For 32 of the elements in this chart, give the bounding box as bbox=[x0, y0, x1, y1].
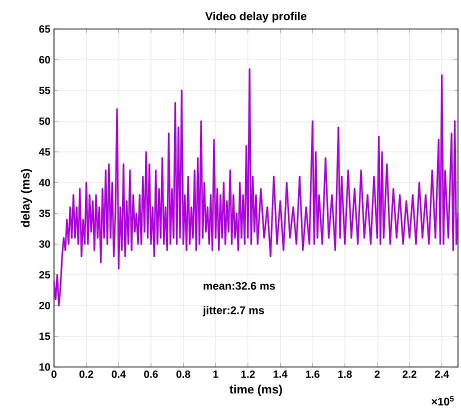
x-tick-label: 0.2 bbox=[79, 370, 94, 378]
x-tick-label: 2 bbox=[374, 370, 380, 378]
x-tick-label: 0 bbox=[51, 370, 56, 378]
x-axis-title: time (ms) bbox=[230, 384, 282, 396]
x-tick-label: 0.8 bbox=[176, 370, 190, 378]
x-tick-label: 2.4 bbox=[434, 370, 450, 378]
x-tick-label: 1.4 bbox=[274, 370, 288, 378]
y-tick-label: 55 bbox=[39, 86, 50, 94]
y-tick-label: 40 bbox=[39, 178, 50, 186]
x-tick-label: 1.2 bbox=[241, 370, 255, 378]
text: ×10$^{5}$ bbox=[432, 396, 454, 406]
x-tick-label: 0.4 bbox=[112, 370, 126, 378]
y-axis-title: delay (ms) bbox=[20, 169, 32, 228]
y-tick-label: 20 bbox=[39, 302, 50, 310]
line-series bbox=[54, 68, 458, 306]
y-tick-label: 45 bbox=[39, 148, 50, 156]
y-tick-label: 60 bbox=[39, 56, 50, 64]
x-tick-label: 1.8 bbox=[338, 370, 352, 378]
annotation: jitter:2.7 ms bbox=[202, 306, 264, 316]
y-tick-label: 65 bbox=[39, 25, 50, 33]
y-tick-label: 35 bbox=[39, 210, 50, 218]
y-tick-label: 15 bbox=[40, 332, 50, 340]
x-tick-label: 1.6 bbox=[306, 370, 320, 378]
x-tick-label: 2.2 bbox=[402, 370, 416, 378]
x-tick-label: 0.6 bbox=[144, 370, 158, 378]
chart-title: Video delay profile bbox=[205, 12, 306, 23]
annotation: mean:32.6 ms bbox=[204, 282, 275, 290]
y-tick-label: 50 bbox=[39, 117, 50, 125]
x-tick-label: 1 bbox=[213, 370, 218, 378]
y-tick-label: 25 bbox=[39, 271, 50, 279]
y-tick-label: 10 bbox=[40, 363, 50, 371]
y-tick-label: 30 bbox=[39, 240, 50, 248]
